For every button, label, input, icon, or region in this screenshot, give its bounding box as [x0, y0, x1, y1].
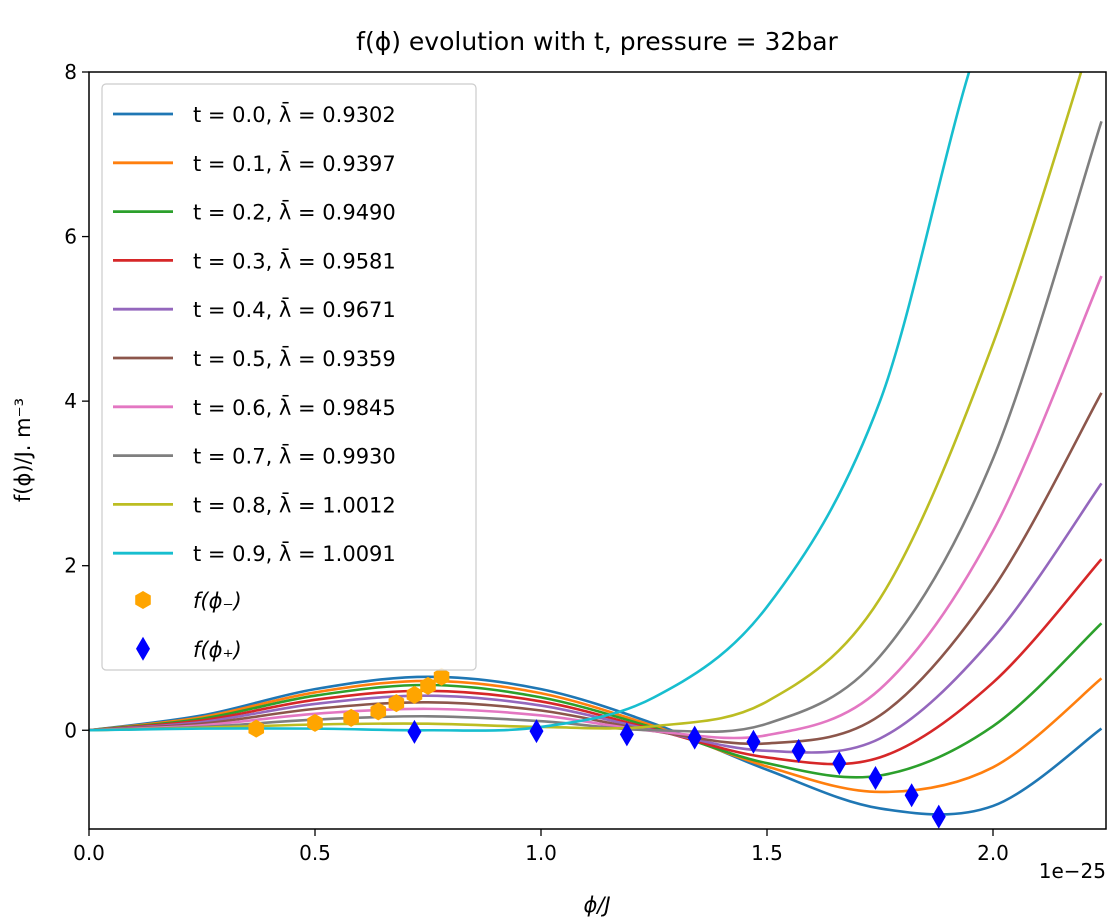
legend-label-2: t = 0.2, λ̄ = 0.9490 — [193, 200, 396, 225]
marker-layer — [248, 667, 946, 829]
x-axis-title: ϕ/J — [583, 893, 610, 917]
marker-f-plus-point — [904, 783, 919, 808]
marker-f-minus-point — [433, 667, 450, 686]
marker-f-plus-point — [529, 719, 544, 744]
chart-title: f(ϕ) evolution with t, pressure = 32bar — [356, 27, 838, 56]
legend-label-4: t = 0.4, λ̄ = 0.9671 — [193, 297, 396, 322]
marker-f-minus-point — [388, 694, 405, 713]
x-tick-label: 0.0 — [73, 841, 105, 865]
y-tick-label: 6 — [64, 225, 77, 249]
legend-label-9: t = 0.9, λ̄ = 1.0091 — [193, 541, 396, 566]
y-tick-label: 8 — [64, 60, 77, 84]
marker-f-plus-point — [791, 738, 806, 763]
legend: t = 0.0, λ̄ = 0.9302 t = 0.1, λ̄ = 0.9397… — [101, 83, 477, 671]
series-layer — [89, 72, 1103, 816]
marker-f-plus-point — [619, 722, 634, 747]
legend-marker-f-plus — [136, 636, 150, 661]
x-tick-label: 2.0 — [977, 841, 1009, 865]
series-line-8 — [89, 72, 1083, 732]
plot-frame — [88, 71, 1107, 830]
marker-f-minus-point — [406, 685, 423, 704]
series-line-1 — [89, 677, 1103, 794]
x-tick-label: 1.0 — [525, 841, 557, 865]
legend-label-3: t = 0.3, λ̄ = 0.9581 — [193, 249, 396, 274]
legend-marker-label-0: f(ϕ₋) — [193, 589, 242, 613]
series-line-0 — [89, 675, 1103, 816]
series-line-9 — [89, 72, 971, 732]
marker-f-minus-point — [307, 713, 323, 732]
marker-f-minus-point — [420, 676, 436, 695]
legend-label-0: t = 0.0, λ̄ = 0.9302 — [193, 102, 396, 127]
x-offset-label: 1e−25 — [1039, 859, 1106, 883]
marker-f-minus-point — [343, 708, 359, 727]
legend-box — [101, 83, 477, 671]
y-tick-label: 4 — [64, 389, 77, 413]
axis-layer: 0.0 0.5 1.0 1.5 2.0 0 2 4 6 8 — [64, 60, 1009, 865]
legend-label-6: t = 0.6, λ̄ = 0.9845 — [193, 395, 396, 420]
x-tick-label: 1.5 — [751, 841, 783, 865]
legend-label-5: t = 0.5, λ̄ = 0.9359 — [193, 346, 396, 371]
marker-f-minus-point — [248, 719, 265, 738]
series-line-4 — [89, 482, 1103, 754]
marker-f-plus-point — [407, 719, 422, 744]
series-line-3 — [89, 558, 1103, 766]
marker-f-plus-point — [746, 729, 761, 754]
series-line-2 — [89, 622, 1103, 779]
marker-f-plus-point — [931, 804, 946, 829]
legend-label-7: t = 0.7, λ̄ = 0.9930 — [193, 444, 396, 469]
legend-label-8: t = 0.8, λ̄ = 1.0012 — [193, 493, 396, 518]
y-axis-title: f(ϕ)/J. m⁻³ — [11, 398, 35, 502]
marker-f-plus-point — [832, 751, 847, 776]
legend-marker-label-1: f(ϕ₊) — [193, 638, 242, 662]
legend-label-1: t = 0.1, λ̄ = 0.9397 — [193, 151, 396, 176]
x-tick-label: 0.5 — [299, 841, 331, 865]
y-tick-label: 0 — [64, 718, 77, 742]
marker-f-minus-point — [370, 702, 387, 721]
y-tick-label: 2 — [64, 554, 77, 578]
legend-marker-f-minus — [135, 591, 151, 609]
marker-f-plus-point — [687, 725, 702, 750]
marker-f-plus-point — [868, 765, 883, 790]
series-line-7 — [89, 120, 1103, 734]
